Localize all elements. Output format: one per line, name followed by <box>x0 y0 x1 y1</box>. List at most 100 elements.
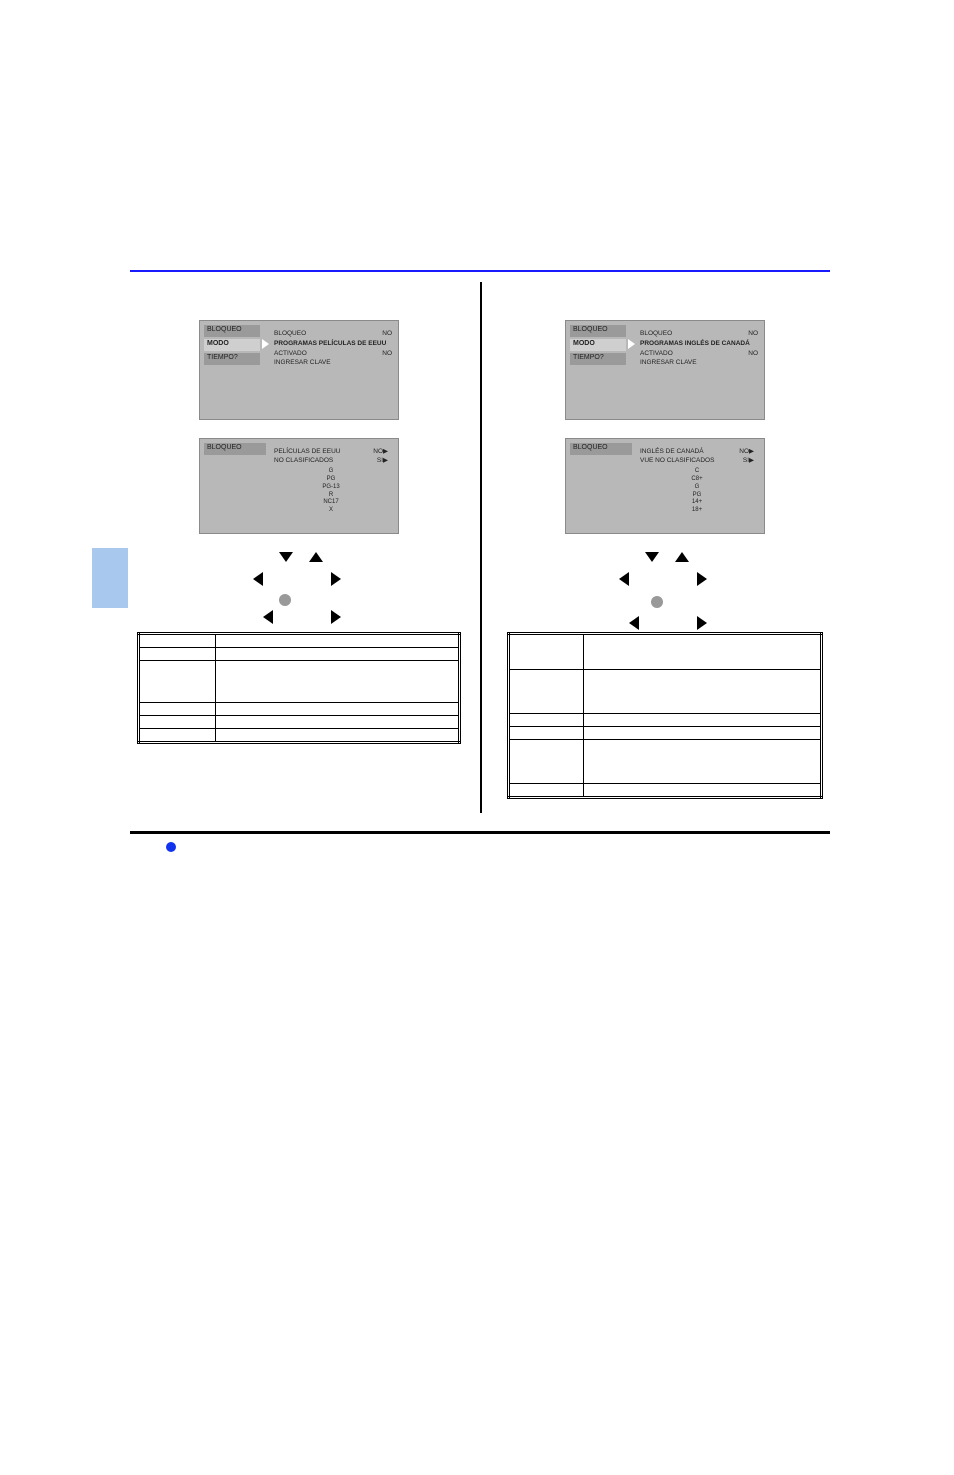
osd-ratings-list: PELÍCULAS DE EEUUNO▶ NO CLASIFICADOSSI▶ … <box>274 447 388 525</box>
osd-menu-lock-us-movies: BLOQUEO MODO TIEMPO? BLOQUEONO PROGRAMAS… <box>199 320 399 420</box>
triangle-left-icon <box>253 572 263 586</box>
osd-line-label: PROGRAMAS INGLÉS DE CANADÁ <box>640 339 750 349</box>
osd-ratings-items: C C8+ G PG 14+ 18+ <box>640 468 754 515</box>
table-row <box>138 729 459 743</box>
bottom-rule <box>130 831 830 834</box>
page-content: BLOQUEO MODO TIEMPO? BLOQUEO NO PROGRAMAS… <box>130 270 830 852</box>
osd-header-right: NO▶ <box>739 447 754 456</box>
right-column: BLOQUEO MODO TIEMPO? BLOQUEO NO PROGRAMAS… <box>480 282 830 813</box>
osd-rating-item: X <box>274 507 388 515</box>
footnote-row <box>130 840 830 852</box>
left-column: BLOQUEO MODO TIEMPO? BLOQUEO NO PROGRAMAS… <box>130 282 480 813</box>
osd-rating-item: C <box>640 468 754 476</box>
osd-tab-modo: MODO <box>570 339 626 351</box>
osd-rating-item: G <box>274 468 388 476</box>
chevron-right-icon <box>628 339 635 349</box>
osd-line-value: NO <box>382 349 392 359</box>
triangle-left-icon <box>619 572 629 586</box>
table-row <box>138 648 459 661</box>
osd-tab-bloqueo: BLOQUEO <box>570 325 626 337</box>
rating-desc-cell <box>215 716 459 729</box>
osd-tab-tiempo: TIEMPO? <box>204 353 260 365</box>
osd-rating-item: C8+ <box>640 476 754 484</box>
top-rule <box>130 270 830 272</box>
table-row <box>508 670 822 714</box>
side-tab <box>92 548 128 608</box>
osd-rating-item: G <box>640 484 754 492</box>
osd-header-right: NO▶ <box>373 447 388 456</box>
rating-code-cell <box>138 703 215 716</box>
rating-desc-cell <box>215 634 459 648</box>
osd-header2-right: SI▶ <box>377 456 388 465</box>
rating-desc-cell <box>583 670 822 714</box>
triangle-right-icon <box>331 610 341 624</box>
rating-code-cell <box>508 784 583 798</box>
rating-code-cell <box>508 714 583 727</box>
table-row <box>508 740 822 784</box>
triangle-left-icon <box>629 616 639 630</box>
osd-rating-item: 14+ <box>640 499 754 507</box>
rating-desc-cell <box>583 740 822 784</box>
osd-menu-canada-en-ratings: BLOQUEO INGLÉS DE CANADÁ NO▶ VUE NO CLASI… <box>565 438 765 534</box>
osd-line-value: NO <box>748 329 758 339</box>
canada-en-ratings-table <box>507 632 824 799</box>
osd-rating-item: R <box>274 492 388 500</box>
osd-line-value: NO <box>382 329 392 339</box>
rating-code-cell <box>138 634 215 648</box>
bullet-dot-icon <box>166 842 176 852</box>
rating-code-cell <box>508 634 583 670</box>
triangle-up-icon <box>675 552 689 562</box>
osd-line-label: PROGRAMAS PELÍCULAS DE EEUU <box>274 339 386 349</box>
two-column-layout: BLOQUEO MODO TIEMPO? BLOQUEO NO PROGRAMAS… <box>130 282 830 813</box>
triangle-right-icon <box>697 616 707 630</box>
osd-tab-bloqueo: BLOQUEO <box>570 443 632 455</box>
table-row <box>138 716 459 729</box>
osd-header2-left: NO CLASIFICADOS <box>274 456 333 465</box>
us-ratings-table <box>137 632 461 744</box>
rating-desc-cell <box>583 784 822 798</box>
rating-desc-cell <box>583 714 822 727</box>
osd-tab-bloqueo: BLOQUEO <box>204 325 260 337</box>
table-row <box>138 703 459 716</box>
osd-menu-us-ratings: BLOQUEO PELÍCULAS DE EEUU NO▶ NO CLASIFIC… <box>199 438 399 534</box>
osd-line-label: ACTIVADO <box>640 349 673 359</box>
osd-line-label: BLOQUEO <box>640 329 672 339</box>
rating-code-cell <box>138 661 215 703</box>
triangle-down-icon <box>279 552 293 562</box>
enter-dot-icon <box>279 594 291 606</box>
rating-desc-cell <box>215 703 459 716</box>
osd-tab-modo: MODO <box>204 339 260 351</box>
triangle-right-icon <box>331 572 341 586</box>
rating-code-cell <box>138 729 215 743</box>
osd-rating-item: PG <box>274 476 388 484</box>
rating-desc-cell <box>215 648 459 661</box>
table-row <box>138 634 459 648</box>
enter-dot-icon <box>651 596 663 608</box>
table-row <box>138 661 459 703</box>
osd-header-left: INGLÉS DE CANADÁ <box>640 447 704 456</box>
table-row <box>508 634 822 670</box>
triangle-right-icon <box>697 572 707 586</box>
rating-desc-cell <box>215 661 459 703</box>
nav-arrows-group <box>605 552 725 612</box>
triangle-down-icon <box>645 552 659 562</box>
osd-tab-tiempo: TIEMPO? <box>570 353 626 365</box>
rating-desc-cell <box>583 727 822 740</box>
osd-rating-item: PG-13 <box>274 484 388 492</box>
rating-desc-cell <box>215 729 459 743</box>
nav-arrows-group <box>239 552 359 612</box>
osd-header2-right: SI▶ <box>743 456 754 465</box>
chevron-right-icon <box>262 339 269 349</box>
table-row <box>508 727 822 740</box>
rating-code-cell <box>508 670 583 714</box>
osd-line-value: NO <box>748 349 758 359</box>
osd-header2-left: VUE NO CLASIFICADOS <box>640 456 714 465</box>
osd-rating-item: PG <box>640 492 754 500</box>
osd-ratings-items: G PG PG-13 R NC17 X <box>274 468 388 515</box>
rating-desc-cell <box>583 634 822 670</box>
triangle-left-icon <box>263 610 273 624</box>
osd-tab-bloqueo: BLOQUEO <box>204 443 266 455</box>
rating-code-cell <box>508 727 583 740</box>
osd-header-left: PELÍCULAS DE EEUU <box>274 447 340 456</box>
table-row <box>508 784 822 798</box>
